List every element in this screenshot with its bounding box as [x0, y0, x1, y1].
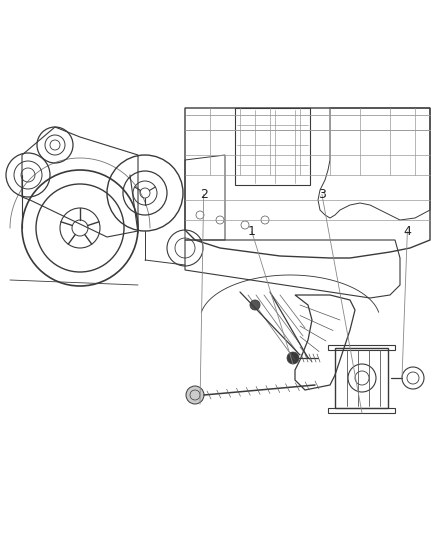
Text: 4: 4 [403, 225, 411, 238]
Circle shape [250, 300, 260, 310]
Text: 2: 2 [200, 188, 208, 201]
Text: 1: 1 [248, 225, 256, 238]
Circle shape [186, 386, 204, 404]
Circle shape [287, 352, 299, 364]
Text: 3: 3 [318, 188, 326, 201]
